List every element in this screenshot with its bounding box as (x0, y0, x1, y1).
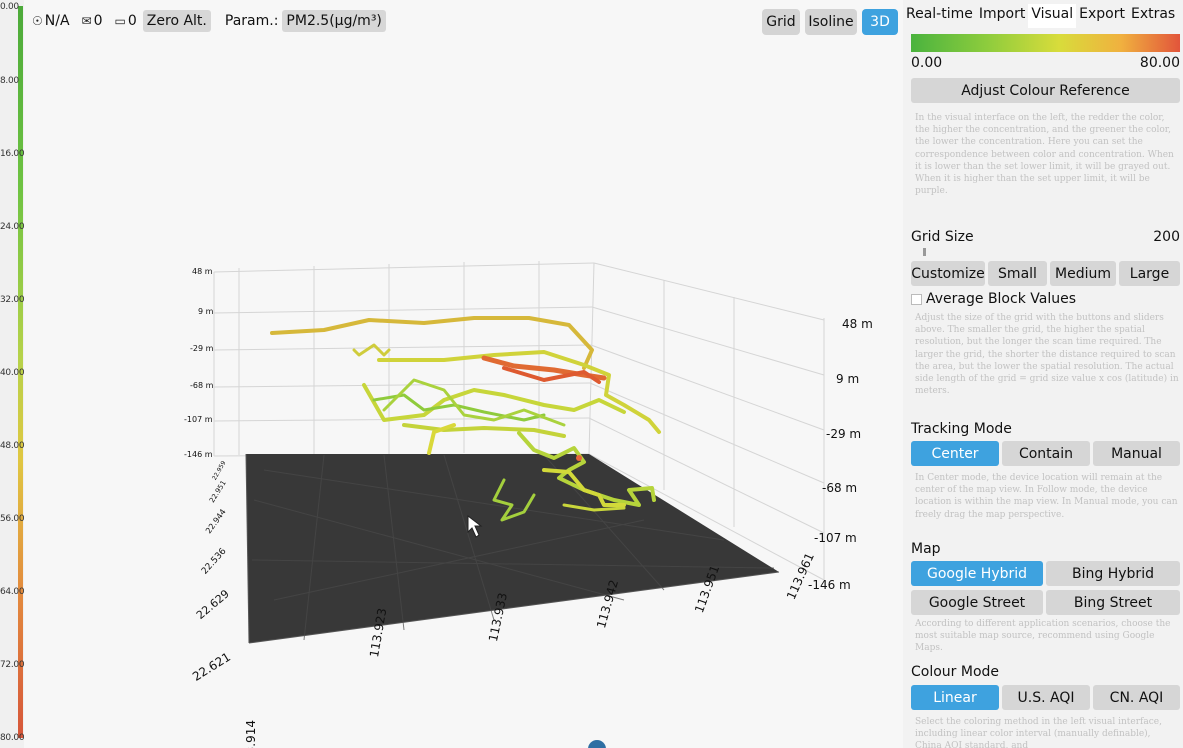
tab-realtime[interactable]: Real-time (906, 6, 973, 22)
tab-export[interactable]: Export (1079, 6, 1125, 22)
grid-view-button[interactable]: Grid (762, 9, 800, 35)
colour-mode-label: Colour Mode (911, 664, 1000, 680)
z-label-left: -68 m (190, 381, 214, 390)
scroll-handle[interactable] (588, 740, 606, 748)
record-count: 0 (127, 13, 137, 29)
tracking-mode-label: Tracking Mode (911, 421, 1012, 437)
grid-size-value: 200 (1153, 229, 1180, 245)
colour-cn-aqi-button[interactable]: CN. AQI (1093, 685, 1180, 710)
range-min: 0.00 (911, 55, 943, 71)
scale-tick: 32.00 (0, 295, 25, 305)
z-label-right: -146 m (808, 578, 851, 592)
colour-reference-gradient (911, 34, 1180, 52)
globe-icon: ☉ (32, 14, 43, 28)
range-max: 80.00 (1139, 55, 1180, 71)
z-label-right: 48 m (842, 317, 873, 331)
map-google-hybrid-button[interactable]: Google Hybrid (911, 561, 1043, 586)
message-count: 0 (93, 13, 103, 29)
tab-import[interactable]: Import (978, 6, 1026, 22)
colour-description: In the visual interface on the left, the… (915, 113, 1174, 197)
lon-label: 113.914 (244, 720, 258, 748)
scale-tick: 64.00 (0, 587, 25, 597)
map-bing-hybrid-button[interactable]: Bing Hybrid (1046, 561, 1180, 586)
map-google-street-button[interactable]: Google Street (911, 590, 1043, 615)
colour-scale-bar: 0.00 8.00 16.00 24.00 32.00 40.00 48.00 … (0, 0, 25, 748)
map-label: Map (911, 541, 941, 557)
scale-tick: 56.00 (0, 514, 25, 524)
record-status: ▭ 0 (115, 13, 137, 29)
scale-tick: 72.00 (0, 660, 25, 670)
3d-plot[interactable] (24, 0, 903, 748)
average-block-label: Average Block Values (926, 291, 1076, 307)
scale-tick: 80.00 (0, 733, 25, 743)
colour-scale-gradient (18, 6, 23, 738)
trash-icon: ▭ (114, 14, 126, 28)
grid-large-button[interactable]: Large (1119, 261, 1180, 286)
grid-size-label: Grid Size (911, 229, 974, 245)
map-bing-street-button[interactable]: Bing Street (1046, 590, 1180, 615)
grid-size-slider[interactable] (911, 248, 1180, 256)
colour-linear-button[interactable]: Linear (911, 685, 999, 710)
z-label-right: 9 m (836, 372, 860, 386)
scale-tick: 8.00 (0, 76, 19, 86)
zero-altitude-button[interactable]: Zero Alt. (142, 10, 211, 32)
scale-tick: 24.00 (0, 222, 25, 232)
isoline-view-button[interactable]: Isoline (805, 9, 857, 35)
tab-visual[interactable]: Visual (1028, 4, 1077, 28)
map-description: According to different application scena… (915, 619, 1171, 654)
z-label-left: 9 m (198, 307, 214, 316)
tracking-center-button[interactable]: Center (911, 441, 999, 466)
z-label-right: -68 m (822, 481, 858, 495)
z-label-left: -29 m (190, 344, 214, 353)
scale-tick: 16.00 (0, 149, 25, 159)
checkbox-box[interactable] (911, 293, 922, 305)
visualization-area[interactable]: ☉ N/A ✉ 0 ▭ 0 Zero Alt. Param.: PM2.5(μg… (24, 0, 903, 748)
tab-extras[interactable]: Extras (1130, 6, 1176, 22)
grid-description: Adjust the size of the grid with the but… (915, 313, 1179, 397)
map-texture (251, 454, 775, 641)
floor-axis-lines (245, 453, 780, 644)
average-block-checkbox[interactable]: Average Block Values (911, 291, 1076, 307)
trajectory-path (270, 316, 661, 522)
grid-customize-button[interactable]: Customize (911, 261, 985, 286)
z-label-left: -146 m (184, 450, 213, 459)
tracking-description: In Center mode, the device location will… (915, 473, 1178, 520)
3d-view-button[interactable]: 3D (862, 9, 898, 35)
grid-small-button[interactable]: Small (988, 261, 1047, 286)
scale-tick: 0.00 (0, 2, 19, 12)
tab-bar: Real-time Import Visual Export Extras (903, 4, 1183, 28)
colour-mode-description: Select the coloring method in the left v… (915, 717, 1162, 748)
param-label: Param.: (224, 13, 279, 29)
z-label-left: -107 m (184, 415, 213, 424)
adjust-colour-button[interactable]: Adjust Colour Reference (911, 78, 1180, 103)
slider-knob[interactable] (923, 248, 926, 256)
scale-tick: 48.00 (0, 441, 25, 451)
scale-tick: 40.00 (0, 368, 25, 378)
mail-icon: ✉ (81, 14, 92, 28)
mouse-cursor (467, 514, 483, 538)
z-label-right: -29 m (826, 427, 862, 441)
z-label-left: 48 m (192, 267, 213, 276)
location-status: ☉ N/A (32, 13, 70, 29)
tracking-manual-button[interactable]: Manual (1093, 441, 1180, 466)
message-status: ✉ 0 (82, 13, 103, 29)
location-value: N/A (44, 13, 70, 29)
param-select[interactable]: PM2.5(μg/m³) (282, 10, 386, 32)
z-label-right: -107 m (814, 531, 857, 545)
status-toolbar: ☉ N/A ✉ 0 ▭ 0 Zero Alt. Param.: PM2.5(μg… (32, 8, 386, 34)
grid-medium-button[interactable]: Medium (1050, 261, 1116, 286)
colour-us-aqi-button[interactable]: U.S. AQI (1002, 685, 1090, 710)
settings-panel: Real-time Import Visual Export Extras 0.… (903, 0, 1183, 748)
tracking-contain-button[interactable]: Contain (1002, 441, 1090, 466)
